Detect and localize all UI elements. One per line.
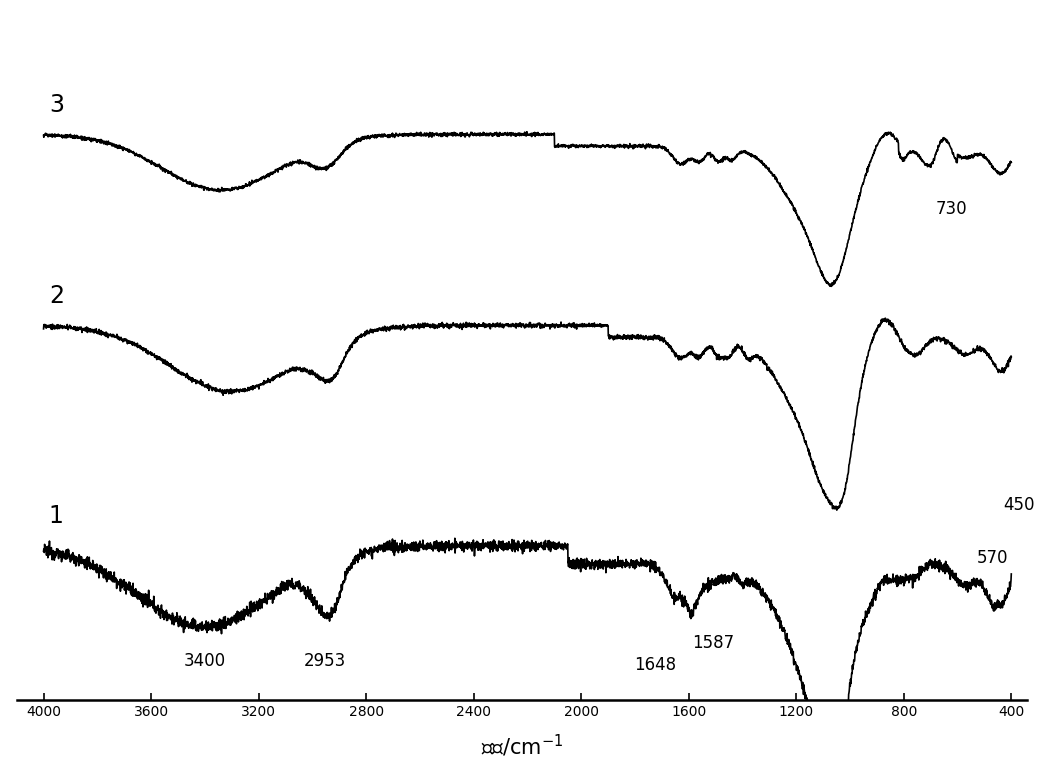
Text: 3: 3 — [49, 92, 64, 116]
Text: 3400: 3400 — [184, 652, 226, 670]
Text: 2953: 2953 — [304, 652, 346, 670]
Text: 570: 570 — [977, 549, 1007, 566]
X-axis label: 波数/cm$^{-1}$: 波数/cm$^{-1}$ — [480, 733, 563, 760]
Text: 1648: 1648 — [634, 656, 676, 674]
Text: 1587: 1587 — [692, 634, 734, 652]
Text: 450: 450 — [1003, 496, 1035, 514]
Text: 2: 2 — [49, 284, 64, 308]
Text: 1: 1 — [49, 504, 63, 528]
Text: 730: 730 — [936, 200, 967, 219]
